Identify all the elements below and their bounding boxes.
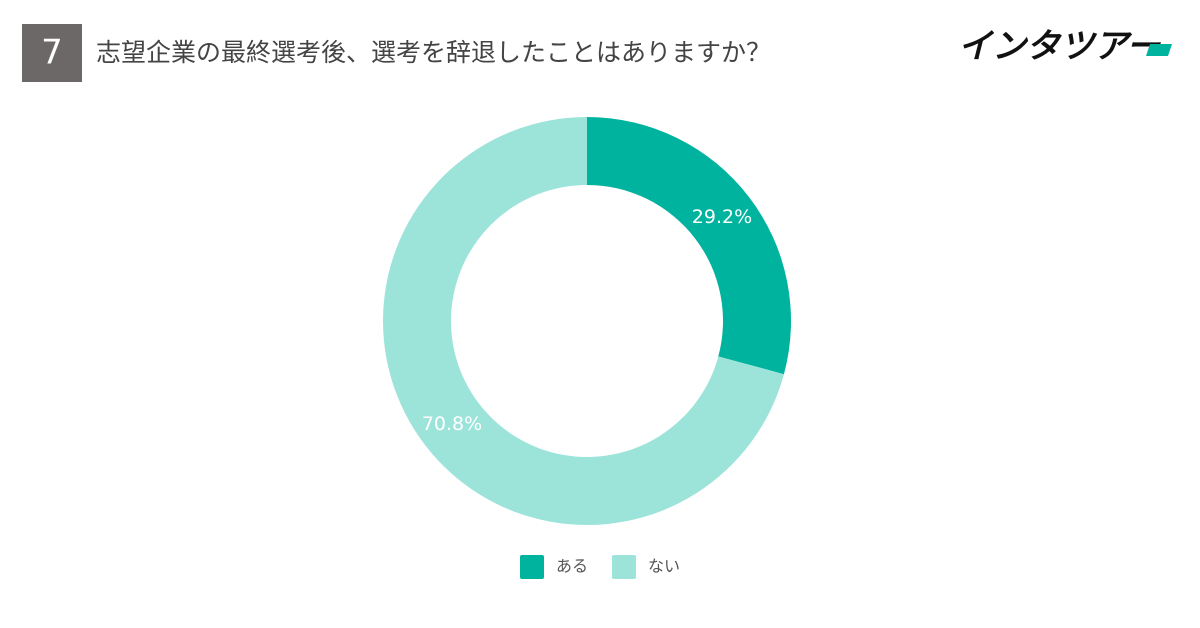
badge: 7 [41, 33, 63, 73]
data-label: 29.2% [692, 206, 752, 228]
data-label: 70.8% [422, 413, 482, 435]
donut-segment [587, 117, 792, 375]
brand-logo: インタツアー [958, 27, 1161, 67]
legend-swatch [612, 555, 636, 579]
legend-label: ない [648, 557, 680, 576]
badge-box [22, 24, 82, 82]
donut-segment [383, 117, 784, 525]
legend-label: ある [556, 557, 588, 576]
brand-accent [1146, 44, 1172, 56]
chart-title: 志望企業の最終選考後、選考を辞退したことはありますか？ [96, 38, 771, 67]
legend-swatch [520, 555, 544, 579]
